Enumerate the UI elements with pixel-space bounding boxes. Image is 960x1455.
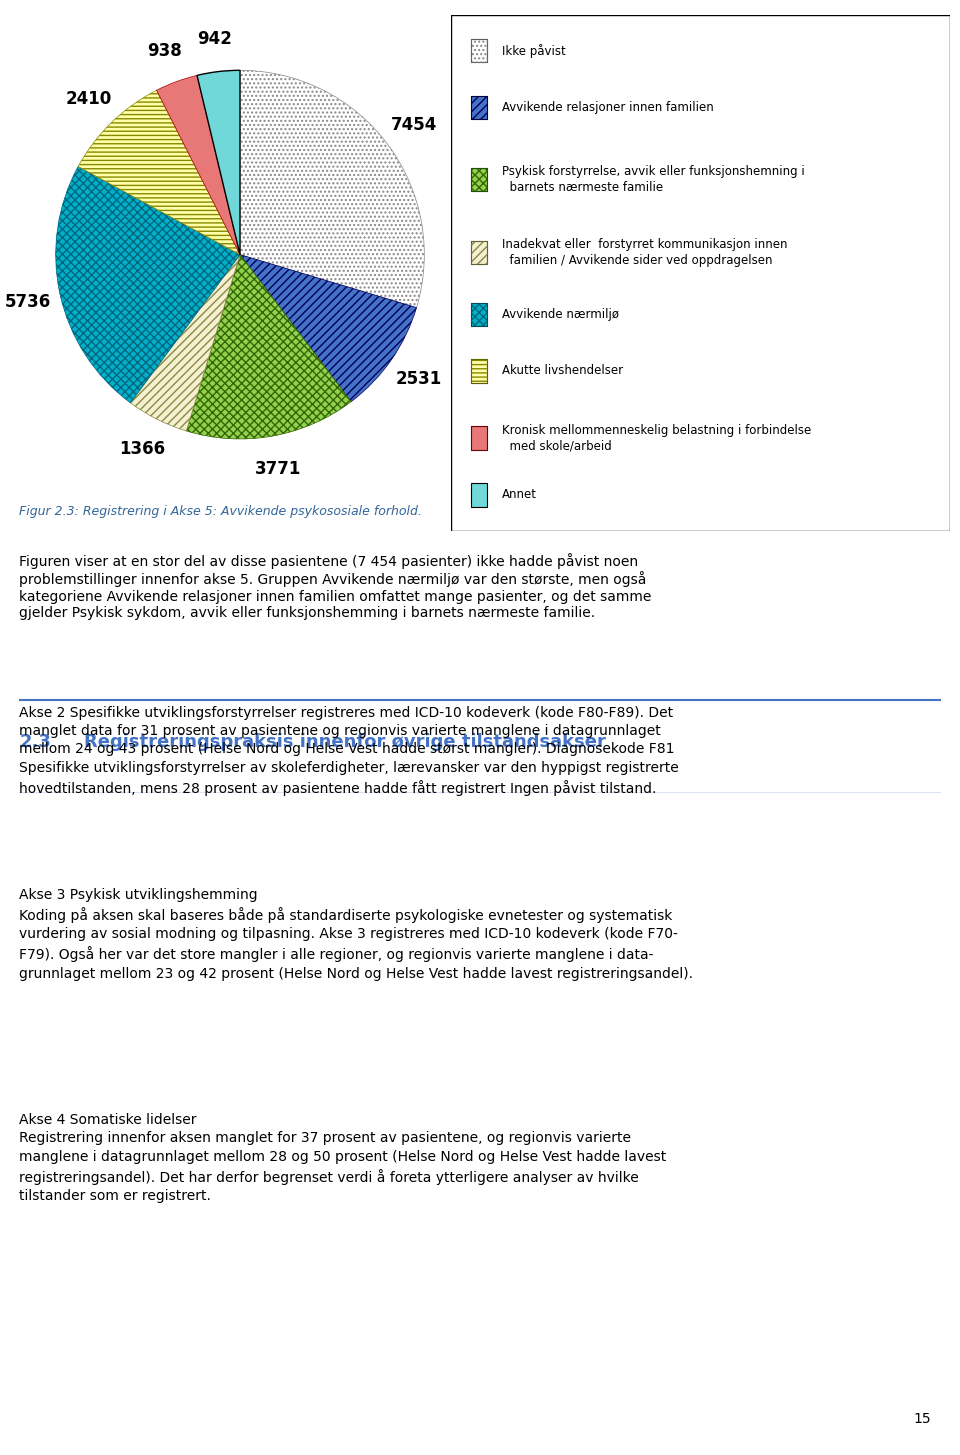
FancyBboxPatch shape (471, 39, 487, 63)
Text: Figuren viser at en stor del av disse pasientene (7 454 pasienter) ikke hadde på: Figuren viser at en stor del av disse pa… (19, 553, 652, 620)
Wedge shape (78, 90, 240, 255)
Wedge shape (156, 76, 240, 255)
FancyBboxPatch shape (471, 426, 487, 450)
Text: 2531: 2531 (396, 370, 442, 388)
Text: Registreringspraksis innenfor øvrige tilstandsakser: Registreringspraksis innenfor øvrige til… (84, 733, 606, 751)
Text: Akutte livshendelser: Akutte livshendelser (502, 364, 623, 377)
Wedge shape (56, 166, 240, 403)
Text: Akse 2 Spesifikke utviklingsforstyrrelser registreres med ICD-10 kodeverk (kode : Akse 2 Spesifikke utviklingsforstyrrelse… (19, 706, 679, 796)
Text: 938: 938 (148, 42, 182, 60)
FancyBboxPatch shape (471, 483, 487, 506)
Text: Ikke påvist: Ikke påvist (502, 44, 565, 58)
FancyBboxPatch shape (471, 303, 487, 326)
Text: 5736: 5736 (5, 292, 51, 310)
Wedge shape (197, 70, 240, 255)
FancyBboxPatch shape (471, 359, 487, 383)
Text: 7454: 7454 (392, 116, 438, 134)
Text: Kronisk mellommenneskelig belastning i forbindelse
  med skole/arbeid: Kronisk mellommenneskelig belastning i f… (502, 423, 811, 453)
Text: 942: 942 (197, 29, 232, 48)
Text: 3771: 3771 (254, 460, 301, 477)
Text: 2410: 2410 (65, 90, 111, 108)
Wedge shape (186, 255, 351, 439)
FancyBboxPatch shape (451, 15, 950, 531)
Text: Figur 2.3: Registrering i Akse 5: Avvikende psykososiale forhold.: Figur 2.3: Registrering i Akse 5: Avvike… (19, 505, 422, 518)
Text: 1366: 1366 (119, 439, 165, 458)
Text: Psykisk forstyrrelse, avvik eller funksjonshemning i
  barnets nærmeste familie: Psykisk forstyrrelse, avvik eller funksj… (502, 166, 804, 195)
FancyBboxPatch shape (471, 240, 487, 263)
Text: Annet: Annet (502, 489, 537, 502)
Text: Inadekvat eller  forstyrret kommunikasjon innen
  familien / Avvikende sider ved: Inadekvat eller forstyrret kommunikasjon… (502, 237, 787, 266)
FancyBboxPatch shape (471, 169, 487, 192)
Text: Avvikende relasjoner innen familien: Avvikende relasjoner innen familien (502, 100, 713, 113)
Wedge shape (131, 255, 240, 431)
Text: 15: 15 (914, 1411, 931, 1426)
Text: Avvikende nærmiljø: Avvikende nærmiljø (502, 307, 619, 320)
Text: 2.3: 2.3 (19, 733, 51, 751)
Text: Akse 4 Somatiske lidelser
Registrering innenfor aksen manglet for 37 prosent av : Akse 4 Somatiske lidelser Registrering i… (19, 1113, 666, 1203)
FancyBboxPatch shape (471, 96, 487, 119)
Wedge shape (240, 70, 424, 307)
Text: Akse 3 Psykisk utviklingshemming
Koding på aksen skal baseres både på standardis: Akse 3 Psykisk utviklingshemming Koding … (19, 888, 693, 981)
Wedge shape (240, 255, 417, 402)
